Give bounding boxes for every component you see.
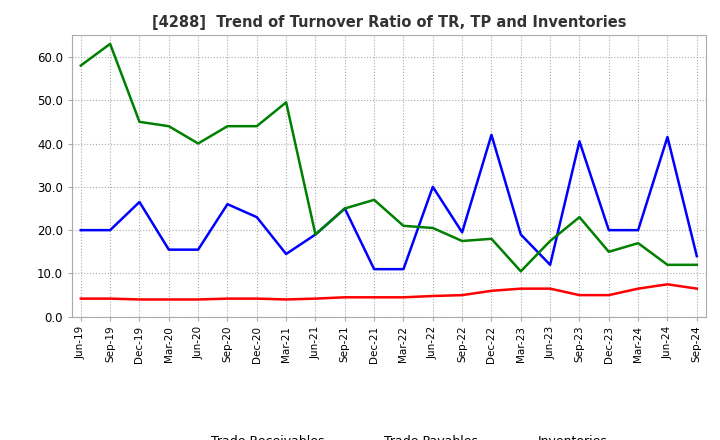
Trade Payables bbox=[311, 232, 320, 237]
Legend: Trade Receivables, Trade Payables, Inventories: Trade Receivables, Trade Payables, Inven… bbox=[164, 430, 613, 440]
Inventories bbox=[516, 269, 525, 274]
Inventories bbox=[634, 241, 642, 246]
Trade Payables bbox=[370, 267, 379, 272]
Trade Payables bbox=[282, 251, 290, 257]
Inventories bbox=[76, 63, 85, 68]
Inventories bbox=[370, 197, 379, 202]
Inventories bbox=[311, 232, 320, 237]
Trade Payables bbox=[106, 227, 114, 233]
Inventories bbox=[223, 124, 232, 129]
Trade Payables bbox=[693, 253, 701, 259]
Inventories bbox=[341, 206, 349, 211]
Trade Payables bbox=[135, 199, 144, 205]
Trade Receivables bbox=[164, 297, 173, 302]
Inventories bbox=[487, 236, 496, 242]
Trade Payables bbox=[223, 202, 232, 207]
Inventories bbox=[194, 141, 202, 146]
Trade Receivables bbox=[341, 295, 349, 300]
Trade Receivables bbox=[428, 293, 437, 299]
Trade Payables bbox=[663, 134, 672, 139]
Trade Receivables bbox=[634, 286, 642, 291]
Trade Receivables bbox=[253, 296, 261, 301]
Trade Receivables bbox=[605, 293, 613, 298]
Trade Receivables bbox=[575, 293, 584, 298]
Trade Payables bbox=[253, 215, 261, 220]
Inventories bbox=[663, 262, 672, 268]
Inventories bbox=[135, 119, 144, 125]
Trade Payables bbox=[76, 227, 85, 233]
Trade Payables bbox=[458, 230, 467, 235]
Inventories bbox=[282, 100, 290, 105]
Trade Receivables bbox=[106, 296, 114, 301]
Inventories bbox=[693, 262, 701, 268]
Trade Receivables bbox=[693, 286, 701, 291]
Inventories bbox=[605, 249, 613, 254]
Inventories bbox=[399, 223, 408, 228]
Inventories bbox=[575, 215, 584, 220]
Trade Receivables bbox=[135, 297, 144, 302]
Trade Receivables bbox=[282, 297, 290, 302]
Trade Receivables bbox=[223, 296, 232, 301]
Trade Receivables bbox=[311, 296, 320, 301]
Title: [4288]  Trend of Turnover Ratio of TR, TP and Inventories: [4288] Trend of Turnover Ratio of TR, TP… bbox=[151, 15, 626, 30]
Trade Payables bbox=[634, 227, 642, 233]
Trade Payables bbox=[164, 247, 173, 252]
Inventories bbox=[253, 124, 261, 129]
Inventories bbox=[546, 238, 554, 244]
Trade Receivables bbox=[516, 286, 525, 291]
Trade Receivables bbox=[370, 295, 379, 300]
Trade Payables bbox=[194, 247, 202, 252]
Line: Inventories: Inventories bbox=[81, 44, 697, 271]
Trade Receivables bbox=[194, 297, 202, 302]
Trade Payables bbox=[516, 232, 525, 237]
Trade Receivables bbox=[399, 295, 408, 300]
Trade Payables bbox=[399, 267, 408, 272]
Line: Trade Payables: Trade Payables bbox=[81, 135, 697, 269]
Inventories bbox=[106, 41, 114, 47]
Trade Receivables bbox=[546, 286, 554, 291]
Trade Payables bbox=[341, 206, 349, 211]
Trade Receivables bbox=[76, 296, 85, 301]
Trade Receivables bbox=[663, 282, 672, 287]
Trade Payables bbox=[575, 139, 584, 144]
Line: Trade Receivables: Trade Receivables bbox=[81, 284, 697, 300]
Inventories bbox=[458, 238, 467, 244]
Inventories bbox=[428, 225, 437, 231]
Trade Payables bbox=[487, 132, 496, 137]
Trade Receivables bbox=[458, 293, 467, 298]
Trade Payables bbox=[605, 227, 613, 233]
Trade Payables bbox=[546, 262, 554, 268]
Inventories bbox=[164, 124, 173, 129]
Trade Payables bbox=[428, 184, 437, 190]
Trade Receivables bbox=[487, 288, 496, 293]
